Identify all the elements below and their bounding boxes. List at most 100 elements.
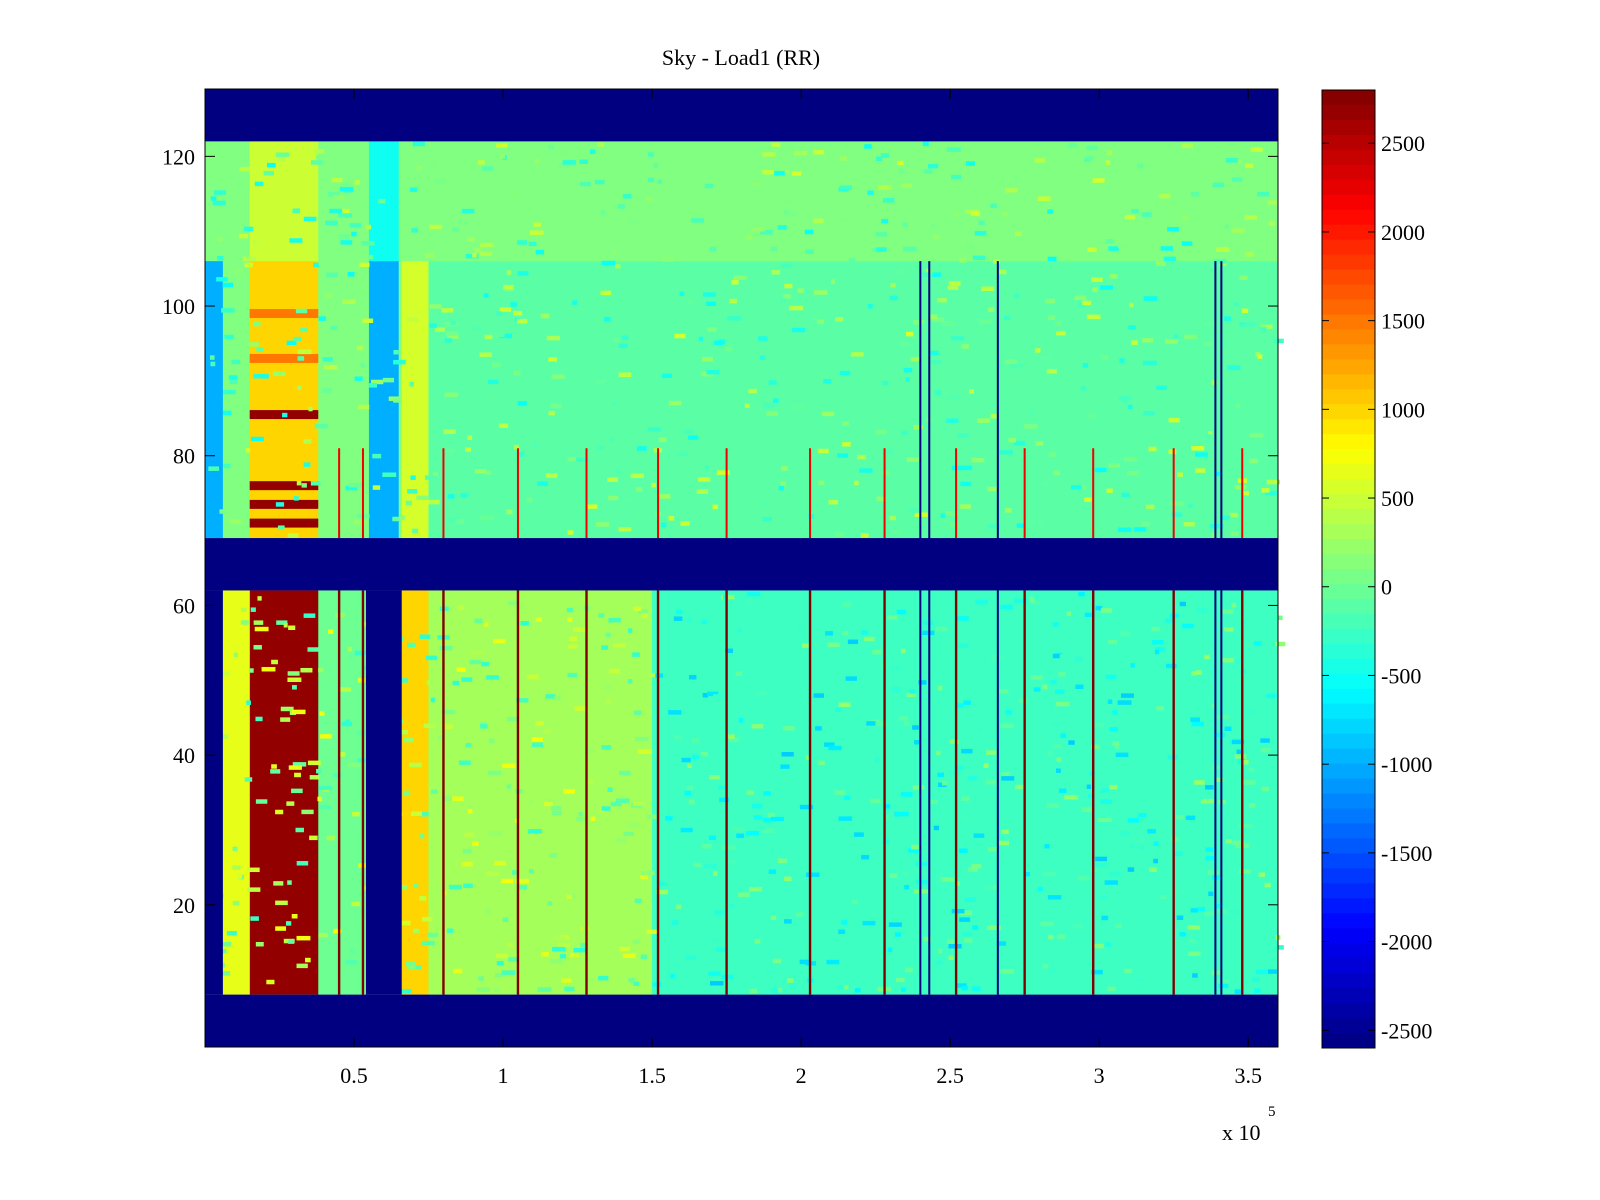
colorbar-step — [1322, 509, 1375, 525]
heatmap-noise — [965, 161, 975, 166]
heatmap-noise — [1066, 611, 1072, 617]
colorbar-tick-label: 500 — [1381, 486, 1414, 511]
heatmap-noise — [304, 957, 311, 963]
heatmap-noise — [1205, 847, 1214, 852]
heatmap-noise — [271, 659, 278, 665]
heatmap-noise — [691, 218, 704, 223]
heatmap-rfi-line — [1023, 448, 1026, 539]
heatmap-noise — [1129, 302, 1134, 308]
heatmap-noise — [545, 473, 558, 478]
heatmap-noise — [766, 411, 779, 416]
heatmap-noise — [949, 739, 959, 744]
heatmap-hot-row — [249, 353, 319, 363]
heatmap-noise — [1260, 324, 1273, 330]
heatmap-noise — [930, 863, 939, 868]
heatmap-noise — [913, 424, 923, 430]
heatmap-noise — [1154, 649, 1160, 655]
colorbar-step — [1322, 524, 1375, 540]
heatmap-noise — [1053, 470, 1060, 476]
heatmap-noise — [916, 879, 928, 885]
heatmap-noise — [412, 528, 419, 534]
heatmap-feature — [222, 590, 250, 995]
heatmap-noise — [996, 363, 1004, 369]
heatmap-noise — [1258, 872, 1266, 877]
heatmap-noise — [659, 494, 671, 499]
colorbar-step — [1322, 838, 1375, 854]
heatmap-noise — [409, 762, 422, 768]
heatmap-noise — [621, 335, 629, 340]
heatmap-noise — [938, 685, 943, 691]
heatmap-noise — [552, 946, 566, 952]
heatmap-noise — [1094, 722, 1104, 728]
heatmap-noise — [447, 334, 459, 339]
heatmap-noise — [842, 602, 852, 607]
heatmap-noise — [557, 942, 571, 948]
heatmap-noise — [535, 249, 545, 255]
colorbar-step — [1322, 539, 1375, 555]
heatmap-noise — [234, 269, 244, 275]
heatmap-noise — [257, 596, 262, 601]
heatmap-noise — [470, 650, 485, 655]
heatmap-noise — [688, 435, 699, 440]
heatmap-noise — [325, 220, 338, 226]
heatmap-noise — [1164, 618, 1176, 623]
heatmap-noise — [691, 754, 700, 760]
heatmap-noise — [1107, 150, 1113, 155]
heatmap-noise — [942, 321, 955, 326]
heatmap-noise — [688, 799, 695, 805]
heatmap-noise — [1255, 352, 1261, 357]
heatmap-noise — [987, 524, 1001, 529]
colorbar-tick-label: -2500 — [1381, 1018, 1432, 1043]
heatmap-noise — [789, 305, 804, 311]
heatmap-noise — [1191, 446, 1205, 451]
heatmap-noise — [797, 626, 803, 631]
heatmap-noise — [333, 194, 346, 200]
heatmap-noise — [735, 671, 743, 677]
heatmap-noise — [493, 638, 506, 644]
heatmap-noise — [528, 241, 537, 247]
heatmap-noise — [641, 870, 655, 876]
heatmap-hot-row — [249, 309, 319, 319]
heatmap-dark-line — [1214, 261, 1217, 995]
heatmap-noise — [479, 352, 492, 357]
heatmap-noise — [597, 142, 605, 147]
heatmap-noise — [212, 200, 226, 206]
heatmap-noise — [444, 338, 453, 343]
heatmap-noise — [938, 427, 951, 432]
heatmap-noise — [368, 254, 374, 260]
heatmap-noise — [554, 696, 561, 701]
heatmap-noise — [1142, 360, 1157, 366]
heatmap-noise — [303, 462, 311, 467]
heatmap-noise — [320, 734, 332, 739]
heatmap-noise — [610, 801, 622, 807]
heatmap-noise — [232, 846, 238, 852]
heatmap-noise — [637, 920, 644, 925]
heatmap-noise — [963, 815, 970, 820]
heatmap-noise — [270, 769, 281, 774]
heatmap-noise — [1205, 322, 1215, 327]
heatmap-noise — [1114, 744, 1120, 750]
heatmap-noise — [464, 447, 471, 452]
heatmap-noise — [1166, 663, 1177, 669]
heatmap-noise — [932, 272, 942, 277]
heatmap-noise — [537, 987, 552, 992]
heatmap-noise — [1248, 767, 1255, 773]
heatmap-noise — [1004, 359, 1018, 365]
heatmap-noise — [423, 723, 437, 729]
heatmap-noise — [526, 497, 533, 503]
heatmap-noise — [961, 931, 973, 937]
heatmap-noise — [301, 483, 307, 488]
heatmap-noise — [345, 485, 358, 491]
heatmap-noise — [580, 942, 586, 948]
heatmap-noise — [912, 319, 925, 325]
heatmap-noise — [324, 365, 338, 370]
heatmap-noise — [1231, 602, 1237, 608]
heatmap-noise — [348, 653, 354, 659]
heatmap-noise — [247, 867, 260, 873]
heatmap-noise — [1148, 446, 1157, 452]
heatmap-noise — [748, 388, 757, 394]
heatmap-noise — [231, 778, 236, 783]
heatmap-noise — [605, 474, 610, 480]
heatmap-noise — [1035, 348, 1041, 353]
heatmap-noise — [787, 978, 794, 983]
